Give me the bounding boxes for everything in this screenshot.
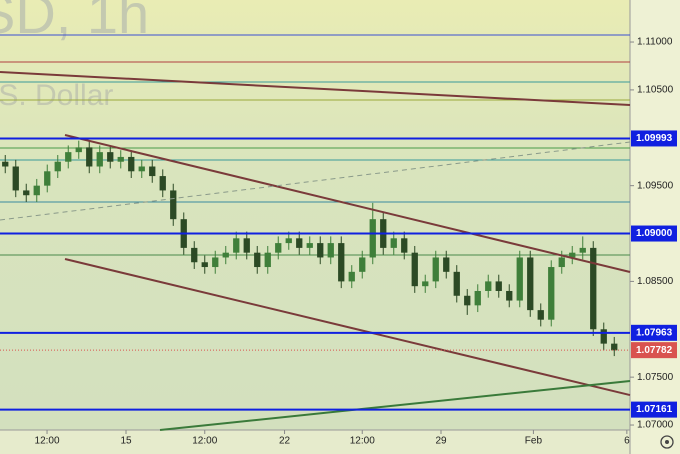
- candle-body: [558, 257, 565, 268]
- candle-body: [338, 243, 345, 282]
- level-label: 1.07963: [636, 327, 673, 338]
- candle-body: [54, 161, 61, 172]
- candle-body: [86, 147, 93, 167]
- x-tick-label: 12:00: [35, 436, 60, 447]
- candle-body: [285, 238, 292, 244]
- candle-body: [527, 257, 534, 311]
- candle-body: [485, 281, 492, 291]
- candle-body: [569, 252, 576, 258]
- candle-body: [44, 171, 51, 186]
- candle-body: [516, 257, 523, 301]
- candle-body: [254, 252, 261, 268]
- candle-body: [600, 329, 607, 344]
- candle-body: [359, 257, 366, 272]
- candle-body: [464, 295, 471, 306]
- last-price-label: 1.07782: [636, 345, 673, 356]
- candle-body: [453, 271, 460, 296]
- candle-body: [65, 152, 72, 162]
- candle-body: [128, 156, 135, 172]
- candle-body: [12, 166, 19, 191]
- candle-body: [191, 247, 198, 263]
- settings-icon[interactable]: [660, 435, 674, 449]
- plot-bg: [0, 0, 630, 430]
- candle-body: [149, 166, 156, 177]
- last-price-tag: [631, 342, 677, 359]
- candle-body: [138, 166, 145, 172]
- watermark: .S. Dollar: [0, 79, 113, 112]
- time-axis-bg: [0, 430, 630, 454]
- candle-body: [611, 343, 618, 351]
- candle-body: [212, 257, 219, 268]
- y-tick-label: 1.07000: [637, 420, 674, 431]
- x-tick-label: 29: [435, 436, 447, 447]
- candle-body: [159, 176, 166, 191]
- candle-body: [107, 152, 114, 162]
- candle-body: [495, 281, 502, 291]
- candle-body: [579, 247, 586, 253]
- y-tick-label: 1.09500: [637, 180, 674, 191]
- y-tick-label: 1.10500: [637, 85, 674, 96]
- x-tick-label: 15: [120, 436, 132, 447]
- level-label: 1.09000: [636, 228, 673, 239]
- trendline: [0, 141, 631, 221]
- y-tick-label: 1.11000: [637, 37, 673, 48]
- y-tick-label: 1.08500: [637, 276, 674, 287]
- x-tick-label: 12:00: [192, 436, 217, 447]
- candle-body: [306, 243, 313, 248]
- candle-body: [537, 310, 544, 320]
- candle-body: [317, 243, 324, 258]
- candle-body: [117, 156, 124, 162]
- candle-body: [264, 252, 271, 268]
- y-tick-label: 1.07500: [637, 372, 674, 383]
- candle-body: [327, 243, 334, 258]
- candle-body: [23, 190, 30, 196]
- candle-body: [275, 243, 282, 253]
- level-label: 1.09993: [636, 133, 673, 144]
- candle-body: [411, 252, 418, 287]
- candle-body: [474, 290, 481, 306]
- trendline: [0, 71, 631, 107]
- candle-body: [222, 252, 229, 258]
- candle-body: [401, 238, 408, 253]
- candle-body: [590, 247, 597, 330]
- candle-body: [296, 238, 303, 248]
- level-tag: [631, 401, 677, 418]
- candle-body: [548, 267, 555, 320]
- x-tick-label: Feb: [525, 436, 543, 447]
- x-tick-label: 22: [279, 436, 291, 447]
- candle-body: [2, 161, 9, 167]
- level-tag: [631, 324, 677, 341]
- candle-body: [75, 147, 82, 153]
- candle-body: [506, 290, 513, 301]
- candle-body: [233, 238, 240, 253]
- candle-body: [243, 238, 250, 253]
- candle-body: [390, 238, 397, 248]
- level-label: 1.07161: [636, 404, 673, 415]
- candle-body: [33, 185, 40, 196]
- candle-body: [170, 190, 177, 220]
- candle-body: [369, 219, 376, 258]
- level-tag: [631, 225, 677, 242]
- candle-body: [96, 152, 103, 167]
- x-tick-label: 6: [624, 436, 630, 447]
- plot: [0, 34, 634, 434]
- candle-body: [432, 257, 439, 282]
- watermark: SD, 1h: [0, 0, 149, 45]
- candle-body: [201, 262, 208, 268]
- trendline: [159, 379, 631, 431]
- trendline: [64, 134, 631, 273]
- candle-body: [422, 281, 429, 287]
- x-tick-label: 12:00: [350, 436, 375, 447]
- level-tag: [631, 130, 677, 147]
- trendline: [64, 258, 631, 397]
- settings-icon-dot: [665, 440, 669, 444]
- candle-body: [443, 257, 450, 272]
- candle-body: [348, 271, 355, 282]
